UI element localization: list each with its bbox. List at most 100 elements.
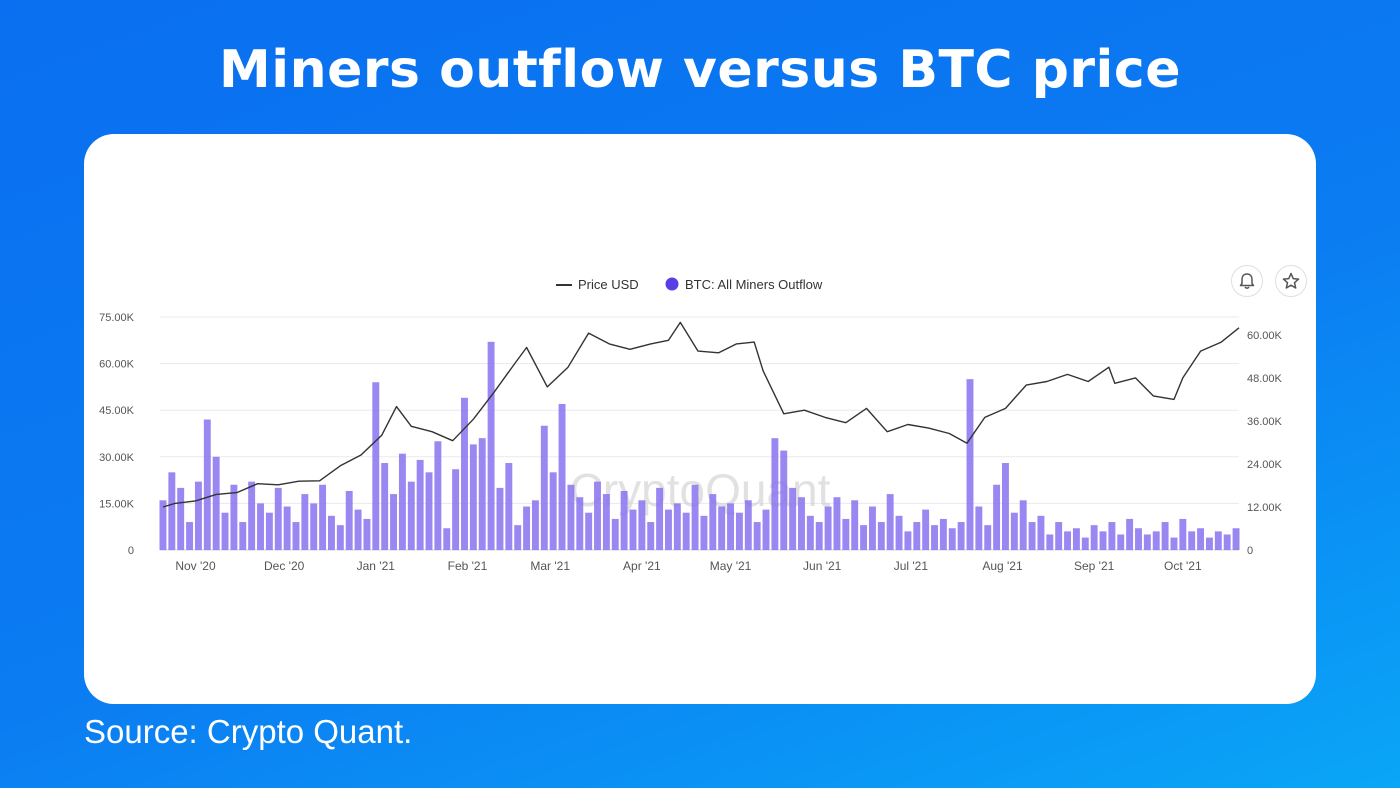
- bell-icon: [1239, 273, 1255, 289]
- favorite-button[interactable]: [1275, 265, 1307, 297]
- outflow-bar: [549, 472, 557, 550]
- y-left-tick-label: 45.00K: [99, 405, 135, 417]
- outflow-bar: [931, 525, 938, 550]
- outflow-bar: [443, 528, 451, 550]
- outflow-bar: [230, 484, 238, 550]
- x-tick-label: Feb '21: [448, 559, 488, 573]
- outflow-bar: [1090, 525, 1098, 550]
- outflow-bar: [1232, 528, 1240, 550]
- outflow-bar: [798, 497, 805, 550]
- chart-card: CryptoQuant 0 15.00K 30.00K 45.00K 60.00K 75.…: [84, 134, 1316, 704]
- outflow-bar: [159, 500, 167, 550]
- y-right-tick-label: 0: [1247, 545, 1253, 557]
- outflow-bar: [877, 522, 885, 550]
- outflow-bar: [372, 382, 380, 550]
- outflow-bar: [895, 515, 903, 550]
- price-line: [162, 321, 1240, 508]
- y-left-tick-label: 75.00K: [99, 312, 135, 324]
- alert-button[interactable]: [1231, 265, 1263, 297]
- outflow-bar: [239, 522, 247, 550]
- outflow-bar: [505, 463, 513, 550]
- x-tick-label: Apr '21: [623, 559, 661, 573]
- outflow-bar: [868, 506, 876, 550]
- outflow-bar: [1010, 512, 1018, 550]
- page-title: Miners outflow versus BTC price: [219, 40, 1181, 100]
- outflow-bar: [957, 522, 965, 550]
- y-right-tick-label: 60.00K: [1247, 330, 1283, 342]
- outflow-bar: [416, 459, 424, 550]
- outflow-bar: [1135, 528, 1142, 550]
- outflow-bar: [762, 509, 770, 550]
- outflow-bar: [966, 379, 974, 550]
- outflow-bar: [594, 481, 601, 550]
- outflow-bar: [363, 518, 371, 550]
- y-left-tick-label: 30.00K: [99, 452, 135, 464]
- outflow-bar: [789, 487, 797, 550]
- outflow-bar: [336, 525, 344, 550]
- outflow-bar: [1055, 522, 1063, 550]
- outflow-bar: [1064, 531, 1071, 550]
- outflow-bar: [567, 484, 575, 550]
- source-caption: Source: Crypto Quant.: [84, 713, 413, 750]
- outflow-bar: [939, 518, 947, 550]
- outflow-bar: [487, 341, 495, 550]
- outflow-bar: [611, 518, 619, 550]
- outflow-bar: [718, 506, 726, 550]
- outflow-bar: [1072, 528, 1080, 550]
- outflow-bar: [1161, 522, 1169, 550]
- x-tick-label: Jul '21: [894, 559, 929, 573]
- x-tick-label: Aug '21: [982, 559, 1023, 573]
- x-tick-label: Jun '21: [803, 559, 842, 573]
- outflow-bar: [744, 500, 752, 550]
- outflow-bar: [1214, 531, 1222, 550]
- outflow-bar: [1019, 500, 1027, 550]
- outflow-bar: [1028, 522, 1036, 550]
- outflow-bar: [540, 425, 548, 550]
- y-right-tick-label: 48.00K: [1247, 373, 1283, 385]
- star-icon: [1282, 272, 1300, 289]
- x-tick-label: Sep '21: [1074, 559, 1115, 573]
- outflow-bar: [212, 456, 220, 550]
- outflow-bar: [735, 512, 743, 550]
- y-left-tick-label: 15.00K: [99, 498, 135, 510]
- price-line-layer: [162, 321, 1240, 508]
- chart: CryptoQuant 015.00K30.00K45.00K60.00K75.…: [99, 277, 1282, 573]
- outflow-bar: [886, 494, 894, 550]
- outflow-bar: [1108, 522, 1116, 550]
- outflow-bar: [1197, 528, 1205, 550]
- outflow-bar: [425, 472, 433, 550]
- outflow-bar: [851, 500, 859, 550]
- outflow-bar: [381, 463, 389, 550]
- outflow-bar: [647, 522, 655, 550]
- axes: 0 15.00K 30.00K 45.00K 60.00K 75.00K 0 12.00K 24…: [99, 312, 1282, 573]
- legend-label-price: Price USD: [578, 277, 639, 292]
- outflow-bar: [319, 484, 327, 550]
- outflow-bar: [1143, 534, 1151, 550]
- outflow-bar: [984, 525, 992, 550]
- x-tick-label: Oct '21: [1164, 559, 1202, 573]
- outflow-bar: [301, 494, 309, 550]
- outflow-bar: [1205, 537, 1213, 550]
- outflow-bar: [780, 450, 788, 550]
- x-tick-label: Dec '20: [264, 559, 305, 573]
- outflow-bar: [585, 512, 593, 550]
- outflow-bar: [1223, 534, 1231, 550]
- legend[interactable]: Price USD BTC: All Miners Outflow: [556, 277, 823, 292]
- outflow-bar: [948, 528, 956, 550]
- outflow-bar: [354, 509, 362, 550]
- outflow-bar: [1002, 463, 1009, 550]
- outflow-bar: [602, 494, 610, 550]
- outflow-bar: [461, 397, 468, 550]
- outflow-bar: [265, 512, 273, 550]
- outflow-bar: [177, 487, 185, 550]
- outflow-bar: [753, 522, 761, 550]
- outflow-bar: [1188, 531, 1196, 550]
- x-tick-label: Jan '21: [357, 559, 396, 573]
- outflow-bar: [328, 515, 335, 550]
- outflow-bar: [194, 481, 202, 550]
- outflow-bar: [824, 506, 832, 550]
- outflow-bar: [514, 525, 522, 550]
- outflow-bar: [1126, 518, 1134, 550]
- y-right-tick-label: 36.00K: [1247, 416, 1283, 428]
- outflow-bar: [310, 503, 318, 550]
